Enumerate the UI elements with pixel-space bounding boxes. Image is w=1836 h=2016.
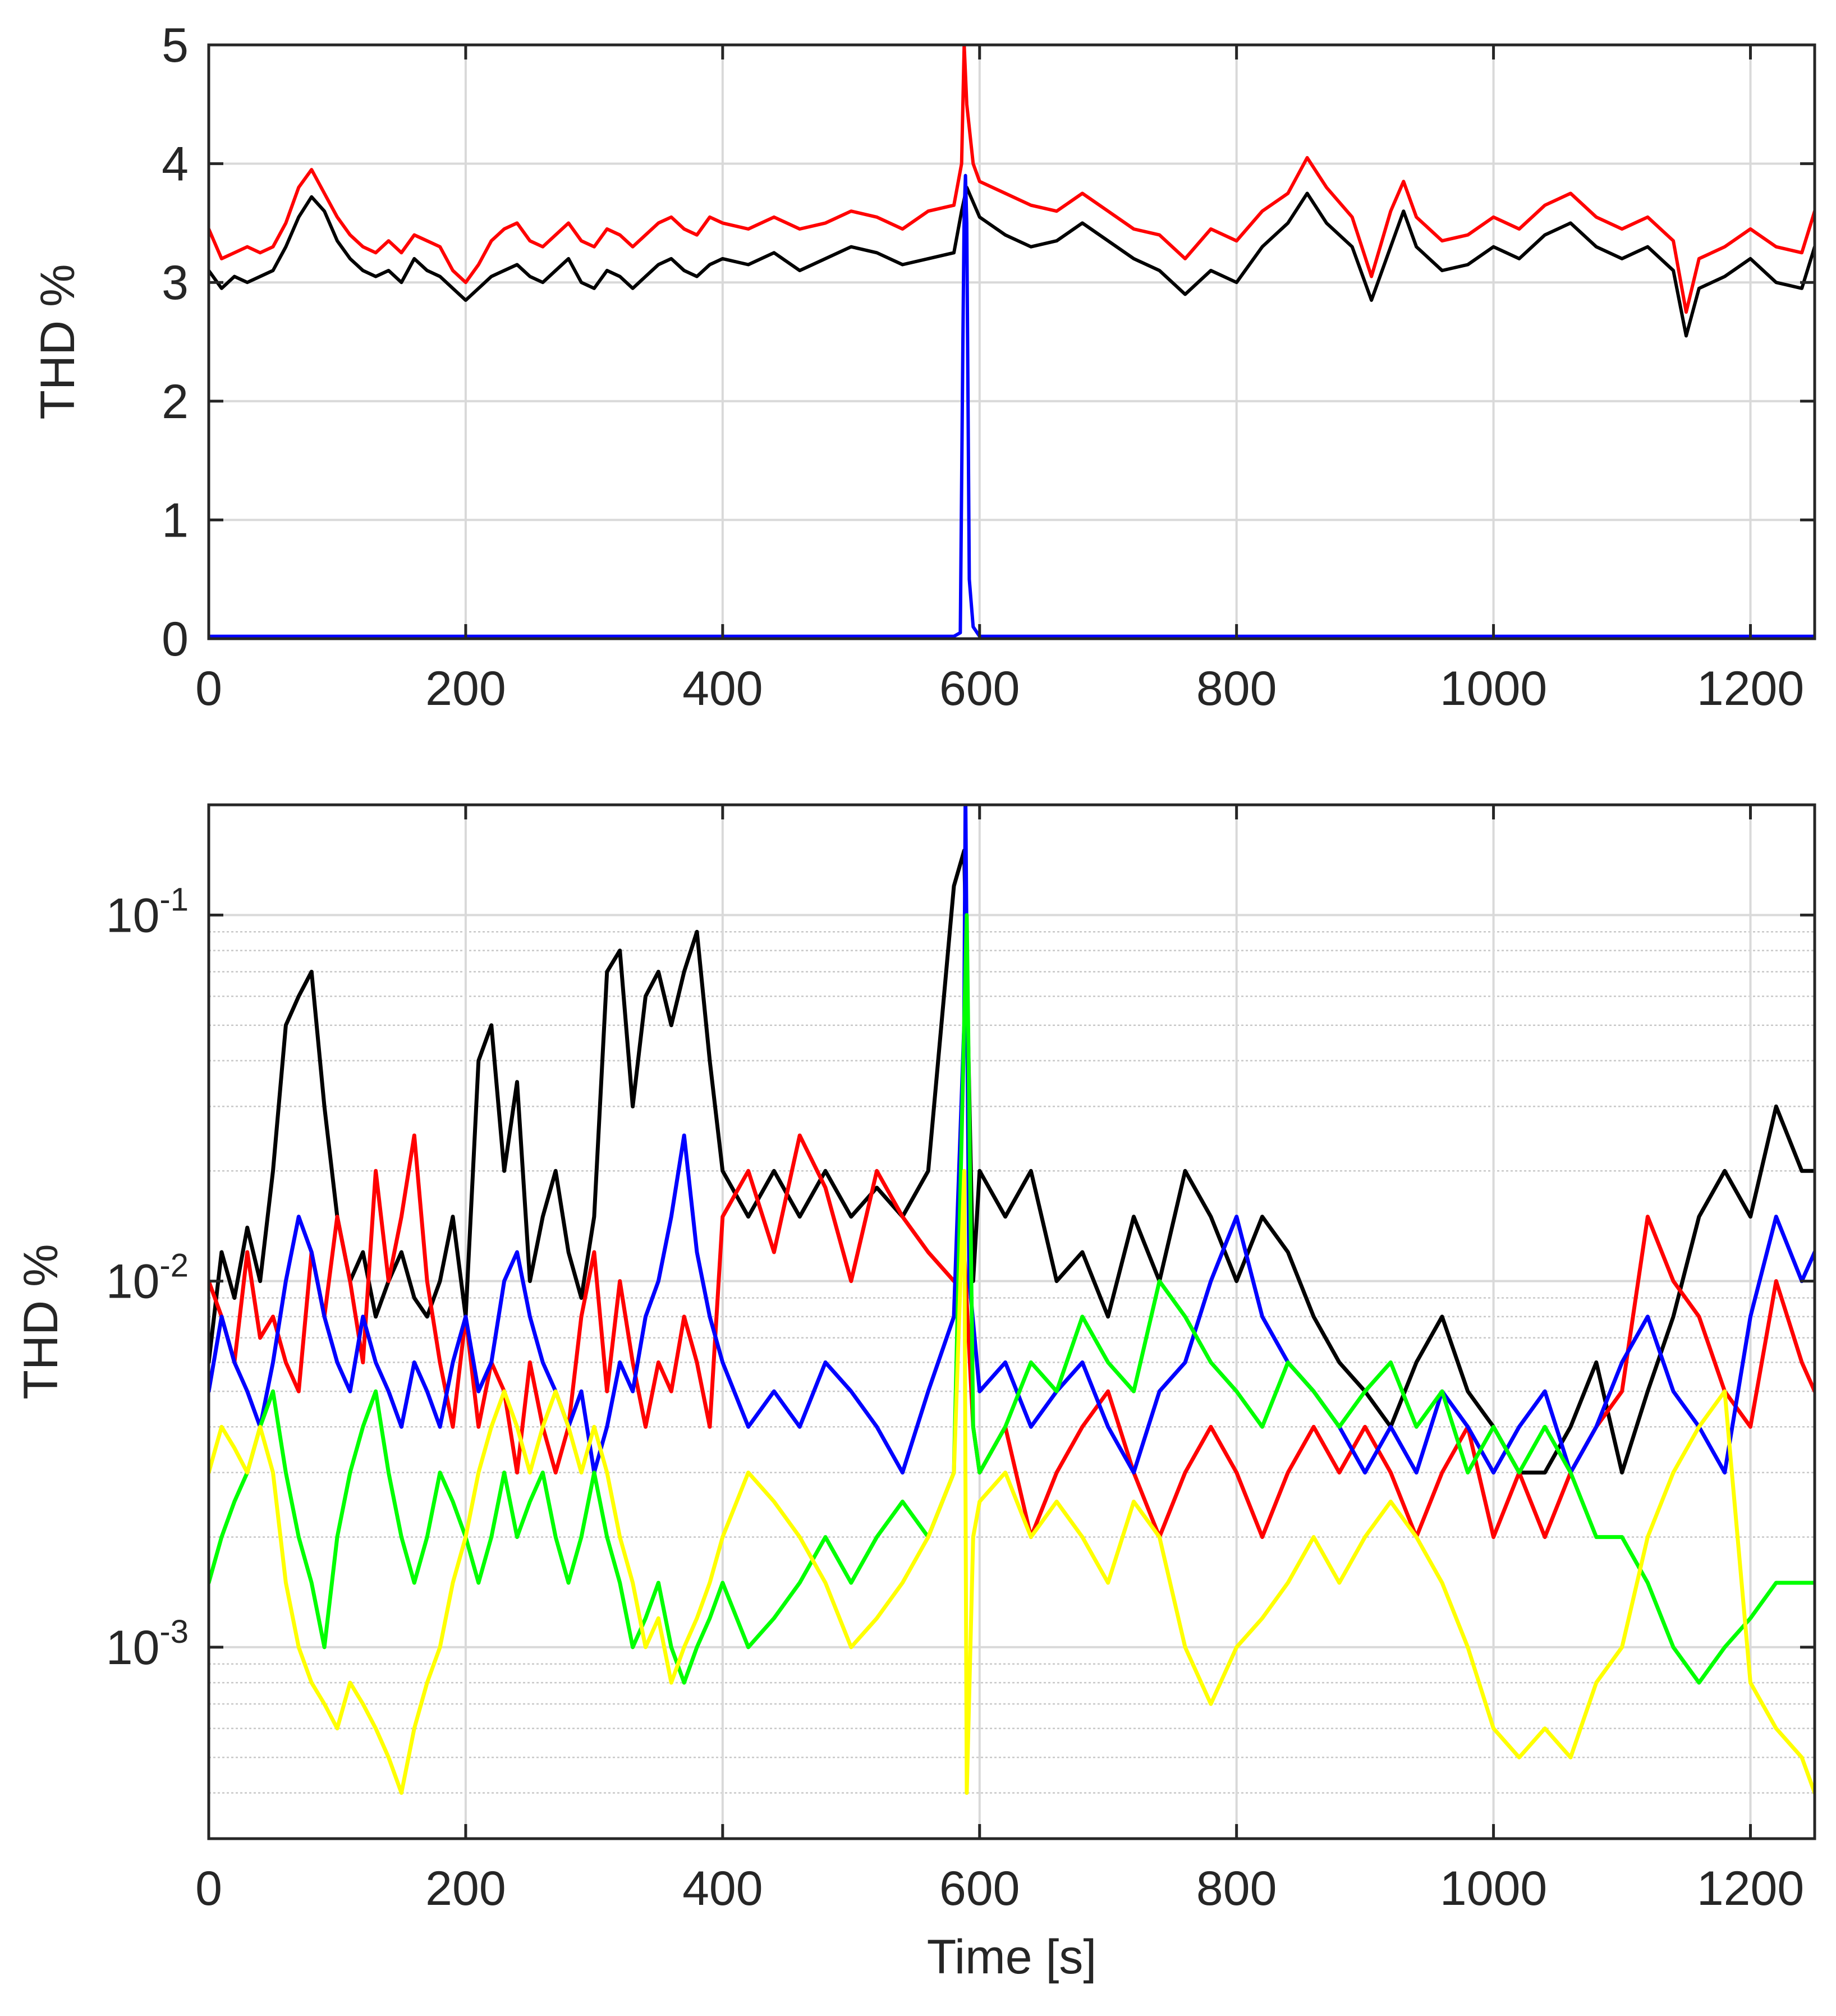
x-tick-label: 1200 (1697, 662, 1804, 716)
x-tick-label: 1000 (1440, 662, 1547, 716)
x-tick-label: 200 (425, 1862, 506, 1916)
axes-frame (207, 43, 1816, 640)
grid (209, 45, 1815, 639)
tick-marks (207, 805, 1815, 1839)
x-tick-label: 400 (682, 662, 763, 716)
y-tick-label: 0 (162, 612, 189, 666)
x-tick-label: 0 (195, 1862, 222, 1916)
y-tick-label: 1 (162, 493, 189, 547)
y-axis-label: THD % (14, 1244, 68, 1399)
y-tick-label: 10-3 (106, 1614, 189, 1675)
x-tick-label: 1000 (1440, 1862, 1547, 1916)
tick-marks (207, 43, 1815, 640)
y-tick-label: 2 (162, 375, 189, 429)
series-group (209, 805, 1815, 1795)
x-tick-label: 800 (1196, 662, 1277, 716)
x-tick-label: 0 (195, 662, 222, 716)
series-line-green (209, 913, 1815, 1685)
series-group (209, 45, 1815, 638)
x-tick-label: 800 (1196, 1862, 1277, 1916)
y-tick-label: 5 (162, 19, 189, 72)
y-tick-label: 10-2 (106, 1248, 189, 1309)
series-line-blue (209, 805, 1815, 1475)
x-axis-label: Time [s] (927, 1930, 1097, 1984)
axes-frame (207, 803, 1816, 1840)
series-line-blue (209, 173, 1815, 638)
series-line-red (209, 1133, 1815, 1540)
x-tick-label: 200 (425, 662, 506, 716)
log-thd-panel: 0 200 400 600 800 1000 1200 10-3 10-2 10-1 THD % Ti… (14, 803, 1816, 1984)
x-tick-label: 400 (682, 1862, 763, 1916)
y-tick-label: 4 (162, 138, 189, 191)
x-tick-label: 600 (939, 662, 1020, 716)
x-tick-label: 600 (939, 1862, 1020, 1916)
series-line-black (209, 185, 1815, 338)
series-line-red (209, 45, 1815, 314)
x-tick-label: 1200 (1697, 1862, 1804, 1916)
y-axis-label: THD % (31, 264, 85, 419)
linear-thd-panel: 0 200 400 600 800 1000 1200 0 1 2 3 4 5 THD % (31, 19, 1816, 716)
y-tick-label: 10-1 (106, 881, 189, 942)
y-tick-label: 3 (162, 256, 189, 310)
series-line-yellow (209, 1169, 1815, 1795)
